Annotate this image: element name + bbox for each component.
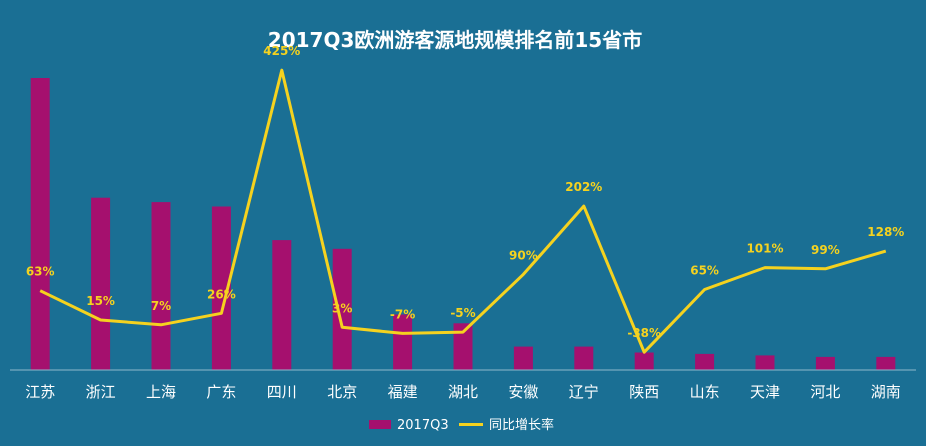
bar-福建 (393, 314, 413, 370)
line-label-河北: 99% (811, 243, 840, 257)
line-label-山东: 65% (690, 264, 719, 278)
bar-湖南 (876, 356, 896, 370)
bar-series (30, 78, 896, 370)
category-label-安徽: 安徽 (508, 383, 538, 401)
category-label-上海: 上海 (146, 383, 176, 401)
line-label-湖南: 128% (867, 225, 904, 239)
category-label-陕西: 陕西 (629, 383, 659, 401)
bar-安徽 (513, 346, 533, 370)
category-label-浙江: 浙江 (86, 383, 116, 401)
bar-浙江 (91, 197, 111, 370)
line-label-上海: 7% (151, 299, 171, 313)
line-series (39, 68, 887, 354)
bar-上海 (151, 202, 171, 370)
line-data-labels: 63% 15% 7% 26% 425% 3% -7% -5% 90% 202% -38% 65% 101… (26, 44, 905, 340)
category-label-山东: 山东 (690, 383, 720, 401)
category-label-湖南: 湖南 (871, 383, 901, 401)
line-label-辽宁: 202% (565, 180, 602, 194)
line-label-浙江: 15% (86, 294, 115, 308)
bar-辽宁 (574, 346, 594, 370)
category-label-湖北: 湖北 (448, 383, 478, 401)
category-label-福建: 福建 (388, 383, 418, 401)
line-label-北京: 3% (332, 301, 352, 315)
legend: 2017Q3 同比增长率 (369, 417, 554, 433)
line-label-陕西: -38% (627, 326, 661, 340)
line-label-四川: 425% (263, 44, 300, 58)
legend-line-label: 同比增长率 (489, 417, 554, 433)
category-label-四川: 四川 (267, 383, 297, 401)
bar-河北 (815, 356, 835, 370)
line-label-安徽: 90% (509, 248, 538, 262)
category-label-江苏: 江苏 (25, 383, 55, 401)
bar-广东 (211, 206, 231, 370)
bar-陕西 (634, 352, 654, 370)
line-label-福建: -7% (390, 307, 415, 321)
category-label-河北: 河北 (810, 383, 840, 401)
category-label-广东: 广东 (206, 383, 236, 401)
category-label-辽宁: 辽宁 (569, 383, 599, 401)
category-label-天津: 天津 (750, 383, 780, 401)
bar-四川 (272, 240, 292, 370)
line-label-天津: 101% (746, 242, 783, 256)
category-label-北京: 北京 (327, 383, 357, 401)
chart-title: 2017Q3欧洲游客源地规模排名前15省市 (268, 28, 642, 52)
legend-bar-label: 2017Q3 (397, 418, 449, 433)
bar-湖北 (453, 323, 473, 370)
legend-bar-swatch (369, 420, 391, 429)
line-label-江苏: 63% (26, 265, 55, 279)
bar-山东 (695, 353, 715, 370)
bar-江苏 (30, 78, 50, 370)
line-label-广东: 26% (207, 287, 236, 301)
bar-天津 (755, 355, 775, 370)
bar-北京 (332, 248, 352, 370)
line-label-湖北: -5% (450, 306, 475, 320)
category-labels: 江苏 浙江 上海 广东 四川 北京 福建 湖北 安徽 辽宁 陕西 山东 天津 河北 湖南 (25, 383, 901, 401)
